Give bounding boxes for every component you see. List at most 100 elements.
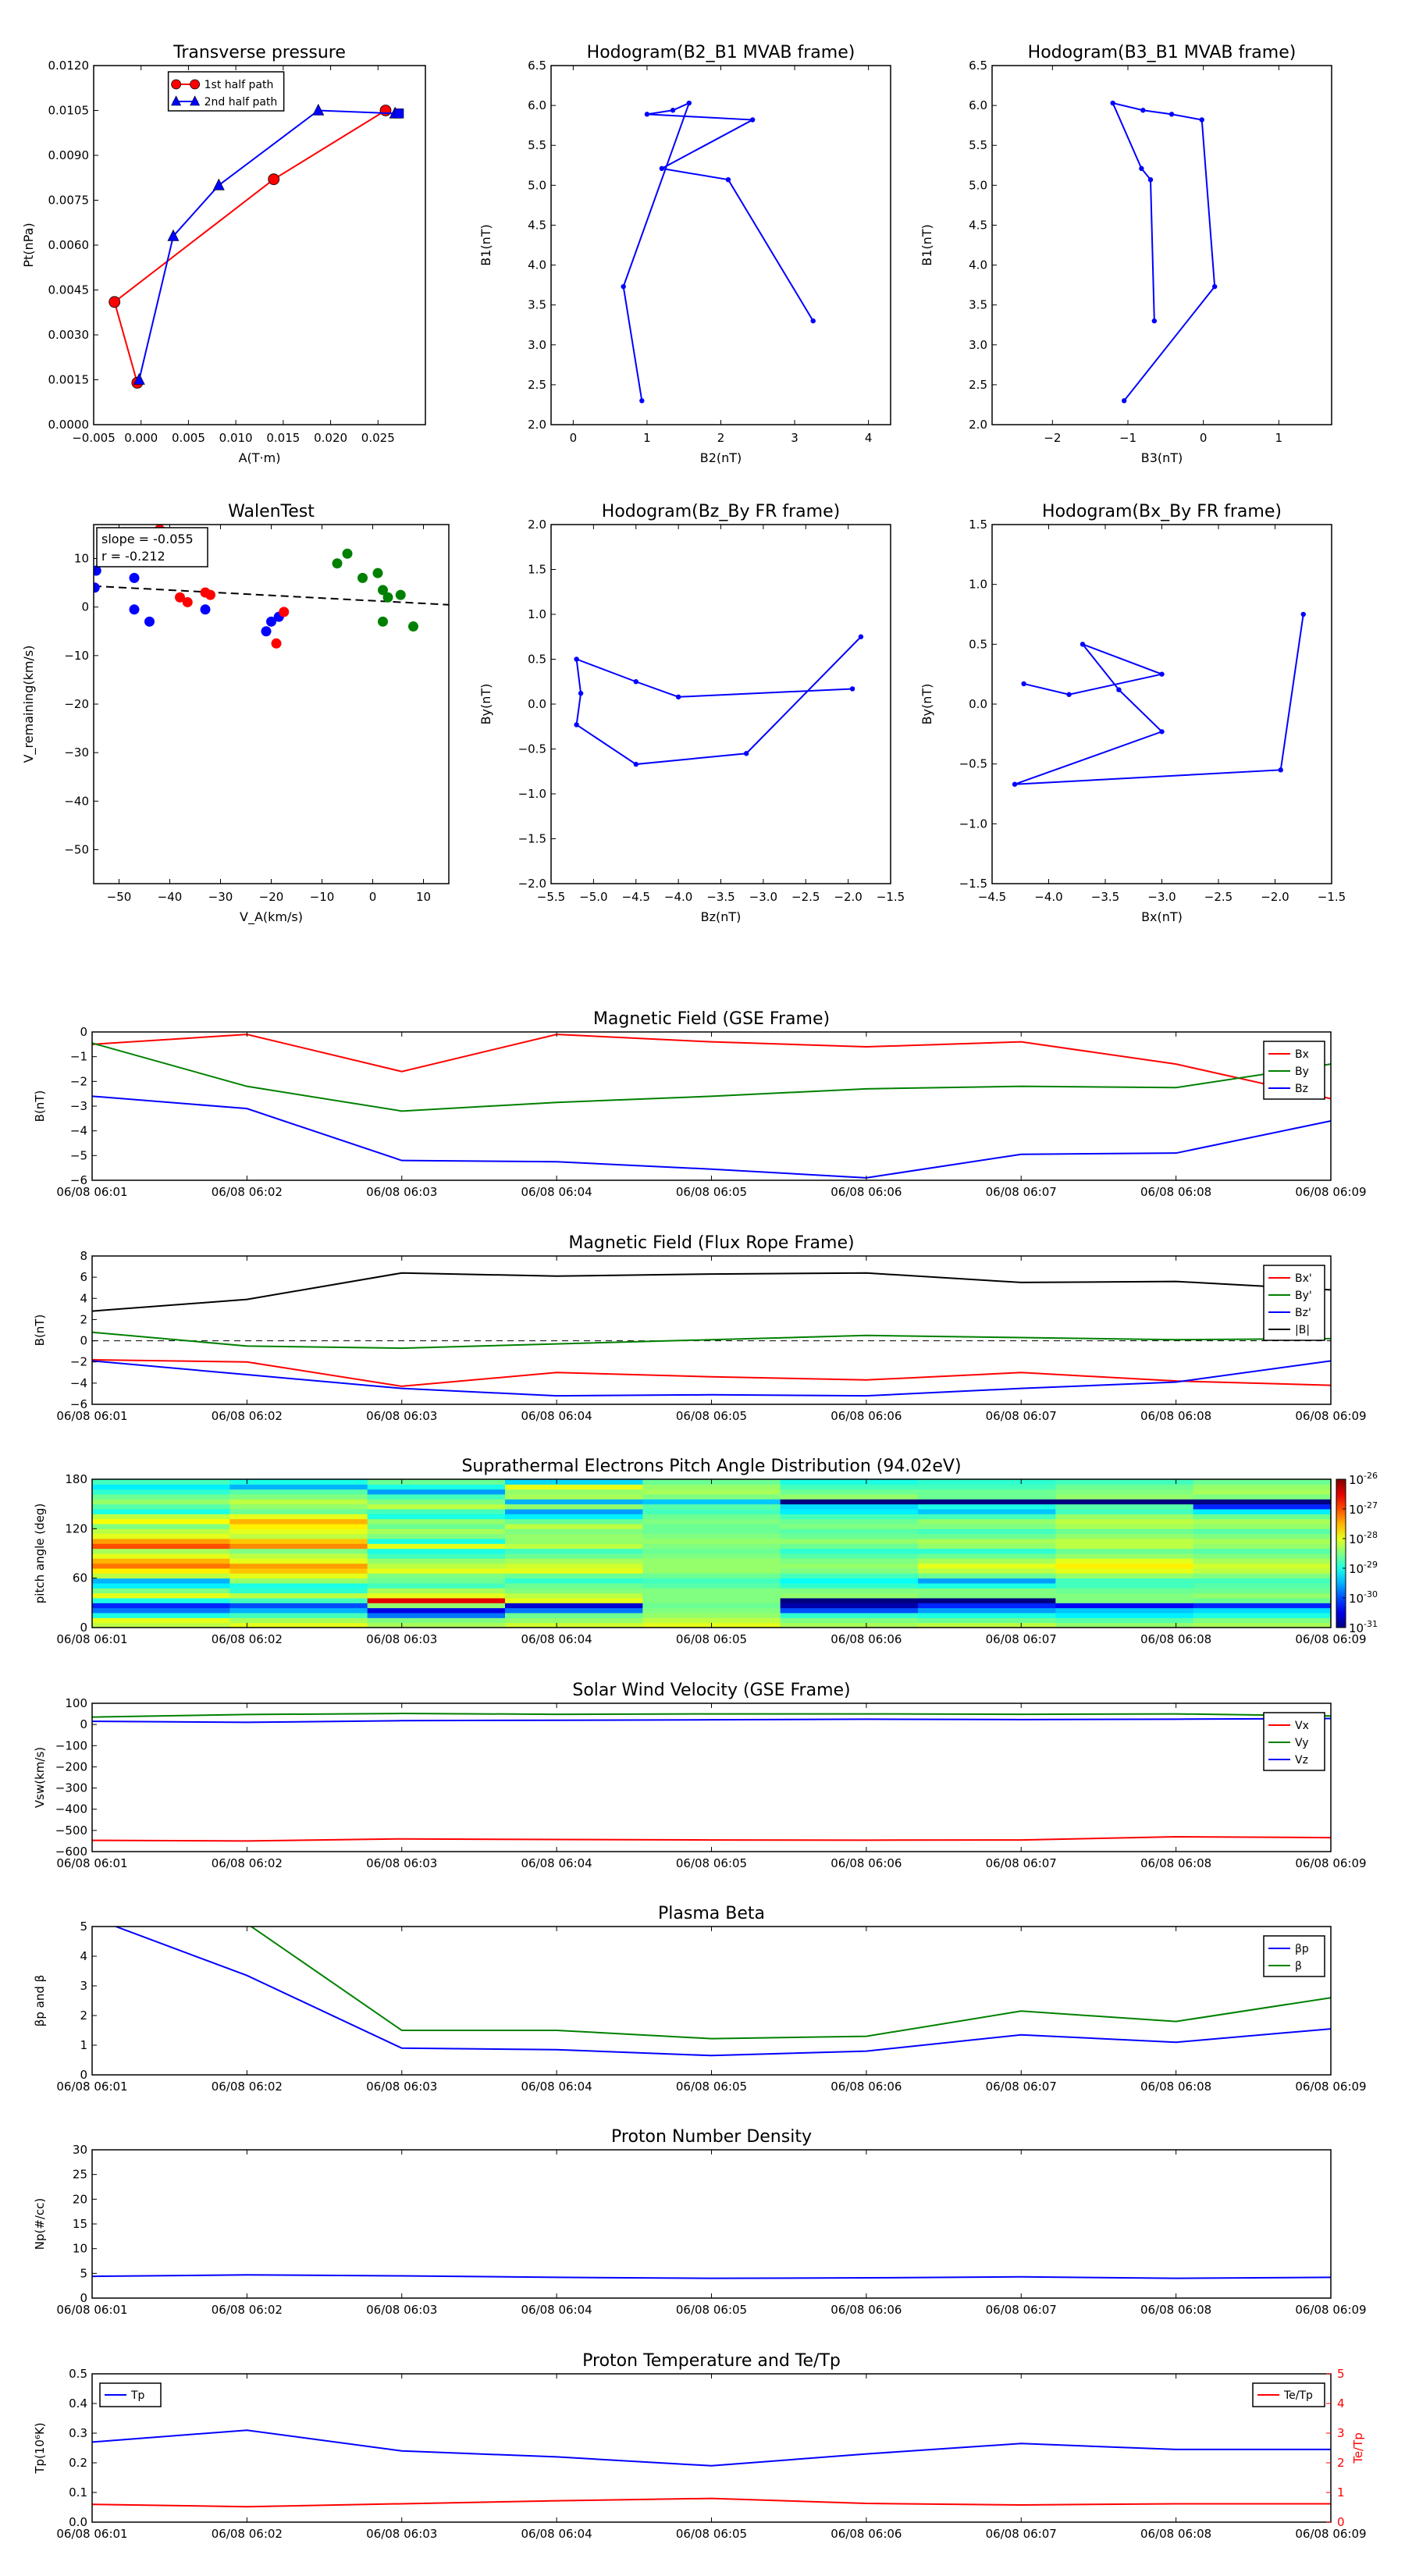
panel-title: Solar Wind Velocity (GSE Frame) bbox=[572, 1681, 850, 1700]
heatmap-cell bbox=[780, 1598, 919, 1603]
y-tick-label: −200 bbox=[55, 1759, 87, 1774]
heatmap-cell bbox=[92, 1528, 230, 1535]
heatmap-cell bbox=[505, 1479, 643, 1485]
heatmap-cell bbox=[505, 1588, 643, 1594]
heatmap-cell bbox=[1055, 1543, 1194, 1550]
y-tick-label: 5.5 bbox=[528, 138, 546, 152]
y2-axis-label: Te/Tp bbox=[1351, 2432, 1365, 2464]
heatmap-cell bbox=[780, 1617, 919, 1624]
data-point bbox=[1110, 100, 1115, 106]
legend-label: 2nd half path bbox=[205, 96, 278, 109]
x-tick-label: −4.0 bbox=[664, 890, 692, 904]
y-tick-label: 0 bbox=[80, 2068, 87, 2082]
x-tick-label: 3 bbox=[791, 431, 799, 445]
heatmap-cell bbox=[1055, 1617, 1194, 1624]
heatmap-cell bbox=[505, 1568, 643, 1574]
data-point bbox=[1159, 671, 1165, 677]
heatmap-cell bbox=[918, 1598, 1056, 1603]
heatmap-cell bbox=[505, 1518, 643, 1525]
heatmap-cell bbox=[642, 1499, 781, 1505]
heatmap-cell bbox=[642, 1514, 781, 1520]
heatmap-cell bbox=[918, 1484, 1056, 1490]
heatmap-cell bbox=[642, 1617, 781, 1624]
series-line bbox=[92, 1835, 1331, 1842]
series-line bbox=[622, 101, 814, 401]
heatmap-cell bbox=[1055, 1528, 1194, 1535]
plot-frame bbox=[91, 2149, 1332, 2299]
x-tick-label: 06/08 06:02 bbox=[212, 1632, 283, 1646]
series-line bbox=[92, 1713, 1331, 1718]
heatmap-cell bbox=[780, 1539, 919, 1544]
heatmap-cell bbox=[918, 1588, 1056, 1594]
heatmap-cell bbox=[229, 1622, 368, 1628]
colorbar-label: 10 bbox=[1349, 1562, 1364, 1576]
series-line bbox=[250, 1927, 1331, 2040]
y-tick-label: 2 bbox=[80, 2008, 87, 2023]
heatmap-cell bbox=[92, 1479, 230, 1485]
heatmap-cell bbox=[92, 1518, 230, 1525]
heatmap-cell bbox=[1055, 1578, 1194, 1584]
x-tick-label: 06/08 06:01 bbox=[56, 1632, 127, 1646]
y-tick-label: 2.5 bbox=[528, 378, 546, 392]
x-tick-label: −4.5 bbox=[978, 890, 1006, 904]
series-line bbox=[113, 109, 386, 383]
heatmap-cell bbox=[1193, 1603, 1332, 1609]
heatmap-cell bbox=[1055, 1583, 1194, 1589]
x-tick-label: 06/08 06:08 bbox=[1140, 2303, 1211, 2317]
heatmap-cell bbox=[92, 1524, 230, 1529]
data-point bbox=[372, 568, 383, 578]
heatmap-cell bbox=[367, 1553, 506, 1559]
heatmap-cell bbox=[229, 1533, 368, 1539]
heatmap-cell bbox=[229, 1499, 368, 1505]
heatmap-cell bbox=[780, 1479, 919, 1485]
data-point bbox=[578, 691, 584, 696]
heatmap-cell bbox=[918, 1553, 1056, 1559]
x-tick-label: 06/08 06:08 bbox=[1140, 2080, 1211, 2094]
legend-box bbox=[1263, 1935, 1325, 1977]
data-point bbox=[108, 296, 121, 308]
x-tick-label: 06/08 06:07 bbox=[986, 2080, 1057, 2094]
y-tick-label: 6.5 bbox=[528, 59, 546, 73]
x-tick-label: 06/08 06:01 bbox=[56, 1185, 127, 1199]
data-point bbox=[408, 621, 418, 632]
y-tick-label: 0 bbox=[81, 600, 89, 614]
heatmap-cell bbox=[780, 1573, 919, 1579]
series-line bbox=[92, 1359, 1331, 1387]
x-tick-label: 06/08 06:02 bbox=[212, 1409, 283, 1423]
series-line bbox=[1111, 101, 1216, 401]
x-tick-label: 06/08 06:06 bbox=[831, 1632, 902, 1646]
x-axis-label: V_A(km/s) bbox=[240, 909, 303, 925]
y-tick-label: 0.0045 bbox=[48, 283, 90, 297]
heatmap-cell bbox=[92, 1489, 230, 1495]
series-line bbox=[92, 2497, 1331, 2508]
x-tick-label: 06/08 06:06 bbox=[831, 2527, 902, 2541]
y-tick-label: 100 bbox=[65, 1696, 87, 1710]
panel-title: Hodogram(B2_B1 MVAB frame) bbox=[587, 43, 855, 62]
heatmap-cell bbox=[1055, 1509, 1194, 1514]
heatmap-cell bbox=[229, 1588, 368, 1594]
heatmap-cell bbox=[505, 1514, 643, 1520]
heatmap-cell bbox=[780, 1494, 919, 1500]
heatmap-cell bbox=[92, 1573, 230, 1579]
heatmap-cell bbox=[642, 1598, 781, 1603]
legend-label: Vy bbox=[1295, 1737, 1309, 1749]
heatmap-cell bbox=[505, 1603, 643, 1609]
heatmap-cell bbox=[780, 1499, 919, 1505]
y-tick-label: 1.5 bbox=[528, 563, 546, 577]
heatmap-cell bbox=[367, 1514, 506, 1520]
heatmap-cell bbox=[367, 1592, 506, 1599]
heatmap-cell bbox=[1055, 1539, 1194, 1544]
x-tick-label: 06/08 06:01 bbox=[56, 1409, 127, 1423]
heatmap-cell bbox=[1055, 1533, 1194, 1539]
heatmap-cell bbox=[92, 1568, 230, 1574]
heatmap-cell bbox=[1055, 1518, 1194, 1525]
x-tick-label: −0.005 bbox=[72, 431, 116, 445]
y-axis-label: V_remaining(km/s) bbox=[21, 646, 37, 763]
heatmap-cell bbox=[505, 1583, 643, 1589]
y-tick-label: −6 bbox=[70, 1397, 87, 1411]
y-tick-label: −30 bbox=[64, 745, 89, 760]
x-tick-label: −30 bbox=[208, 890, 233, 904]
x-tick-label: 2 bbox=[717, 431, 725, 445]
x-tick-label: −1.5 bbox=[1318, 890, 1346, 904]
